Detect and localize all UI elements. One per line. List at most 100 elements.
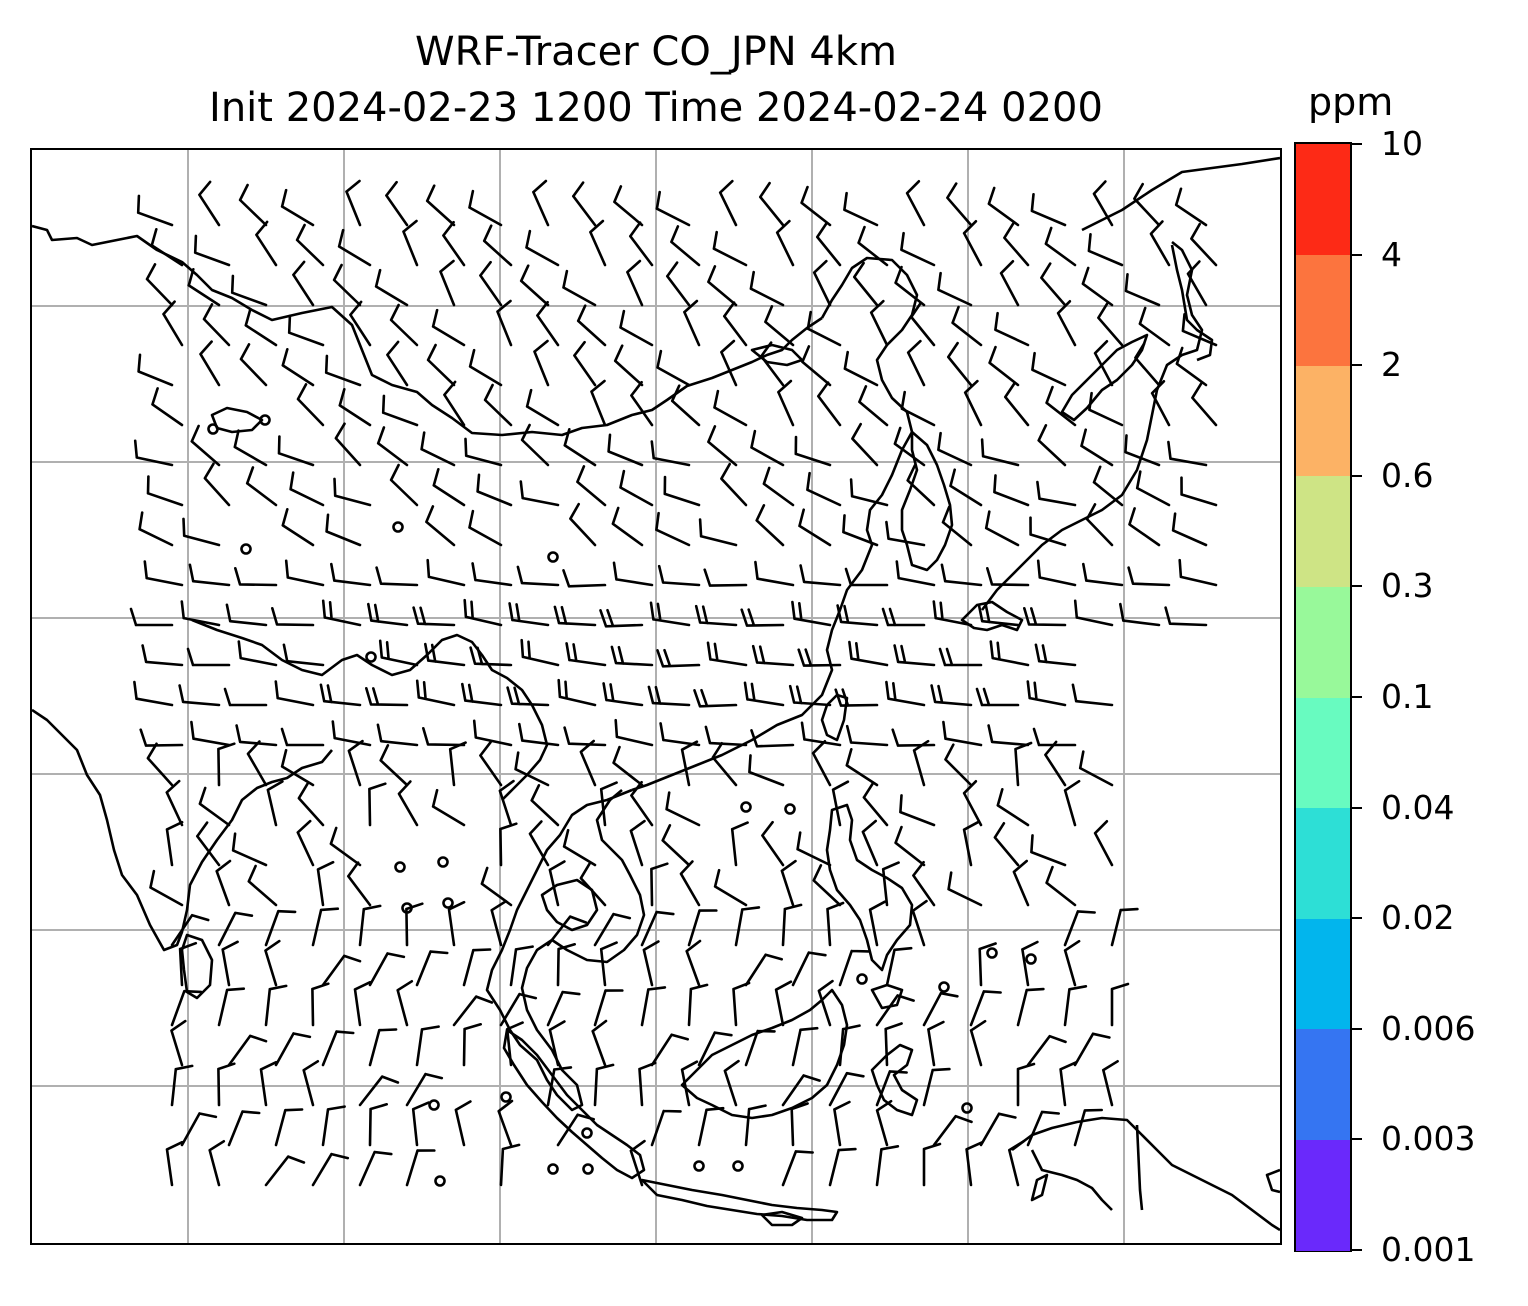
- wind-barb: [685, 939, 702, 987]
- wind-barb: [553, 605, 597, 627]
- wind-barb: [187, 268, 221, 307]
- wind-barb: [1191, 382, 1218, 427]
- wind-barb: [579, 739, 597, 787]
- wind-barb: [385, 180, 409, 227]
- wind-barb: [321, 1105, 346, 1147]
- wind-barb: [657, 564, 701, 587]
- map-canvas[interactable]: [32, 150, 1280, 1243]
- wind-barb: [944, 743, 973, 787]
- colorbar-tick: [1352, 1138, 1362, 1141]
- wind-barb: [599, 608, 644, 628]
- wind-barb: [1008, 1140, 1025, 1187]
- wind-barb: [927, 1020, 945, 1067]
- wind-barb: [389, 303, 419, 347]
- wind-barb: [221, 940, 239, 987]
- wind-barb: [170, 1064, 194, 1107]
- wind-barb: [139, 728, 184, 747]
- wind-barb: [223, 687, 268, 707]
- colorbar-unit-label: ppm: [1308, 80, 1394, 124]
- wind-barb: [659, 722, 701, 747]
- wind-barb: [548, 1020, 566, 1067]
- wind-barb: [349, 300, 372, 347]
- wind-barb: [264, 939, 281, 987]
- wind-barb: [1093, 820, 1114, 867]
- wind-barb: [556, 943, 576, 987]
- wind-barb: [707, 425, 738, 467]
- calm-wind-marker: [207, 423, 219, 435]
- wind-barb: [704, 725, 748, 747]
- wind-barb: [987, 724, 1030, 747]
- wind-barb: [141, 644, 184, 667]
- wind-barb: [593, 912, 632, 947]
- wind-barb: [996, 788, 1030, 827]
- wind-barb: [680, 740, 699, 787]
- wind-barb: [842, 514, 879, 547]
- wind-barb: [462, 1023, 482, 1067]
- wind-barb: [442, 220, 466, 267]
- wind-barb: [1056, 300, 1077, 347]
- wind-barb: [311, 1152, 350, 1187]
- colorbar-tick-label: 0.6: [1381, 455, 1434, 495]
- wind-barb: [1119, 602, 1161, 627]
- calm-wind-marker: [428, 1099, 440, 1111]
- wind-barb: [412, 606, 456, 627]
- wind-barb: [718, 179, 738, 227]
- colorbar-tick: [1352, 364, 1362, 367]
- wind-barb: [316, 860, 335, 907]
- wind-barb: [723, 301, 748, 347]
- wind-barb: [302, 1060, 320, 1107]
- wind-barb: [649, 601, 691, 627]
- colorbar-tick-label: 0.003: [1381, 1119, 1476, 1159]
- colorbar-tick-label: 4: [1381, 234, 1402, 274]
- wind-barb: [325, 513, 362, 547]
- wind-barb: [1026, 1034, 1067, 1067]
- map-panel[interactable]: [30, 148, 1282, 1245]
- wind-barb: [563, 428, 597, 467]
- wind-barb: [520, 638, 560, 667]
- wind-barb: [405, 902, 424, 947]
- wind-barb: [780, 859, 797, 907]
- colorbar-tick: [1352, 806, 1362, 809]
- wind-barb: [857, 225, 889, 267]
- wind-barb: [378, 639, 419, 667]
- wind-barb: [448, 741, 467, 787]
- wind-barb: [1026, 680, 1067, 707]
- wind-barb: [629, 819, 646, 867]
- wind-barb: [791, 951, 827, 987]
- wind-barb: [698, 518, 738, 547]
- wind-barb: [1124, 273, 1161, 307]
- wind-barb: [1036, 559, 1077, 587]
- wind-barb: [893, 426, 926, 467]
- wind-barb: [347, 739, 364, 787]
- wind-barb: [900, 390, 936, 427]
- wind-barb: [138, 511, 174, 547]
- wind-barb: [514, 751, 550, 787]
- wind-barb: [217, 987, 246, 1027]
- wind-barb: [202, 303, 231, 347]
- wind-barb: [227, 1110, 261, 1147]
- wind-barb: [794, 435, 832, 467]
- wind-barb: [562, 828, 597, 867]
- wind-barb: [612, 561, 654, 587]
- wind-barb: [791, 600, 832, 627]
- wind-barb: [1175, 346, 1208, 387]
- wind-barb: [762, 466, 795, 507]
- wind-barb: [332, 263, 362, 307]
- colorbar-tick: [1352, 253, 1362, 256]
- wind-barb: [569, 502, 597, 547]
- calm-wind-marker: [240, 543, 252, 555]
- wind-barb: [170, 989, 203, 1027]
- wind-barb: [650, 862, 669, 907]
- wind-barb: [732, 981, 751, 1027]
- wind-barb: [1014, 741, 1033, 787]
- wind-barb: [663, 475, 701, 507]
- wind-barb: [259, 1060, 278, 1107]
- wind-barb: [237, 640, 278, 667]
- wind-barb: [234, 567, 278, 587]
- wind-barb: [432, 468, 466, 507]
- wind-barb: [962, 220, 983, 267]
- wind-barb: [490, 900, 508, 947]
- calm-wind-marker: [259, 414, 271, 426]
- wind-barb: [759, 181, 785, 227]
- wind-barb: [468, 189, 503, 227]
